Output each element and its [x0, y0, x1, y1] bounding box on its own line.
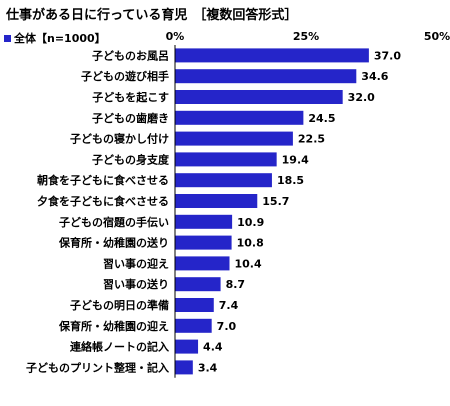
bar: [175, 277, 221, 292]
bar: [175, 235, 232, 250]
title-text: 仕事がある日に行っている育児: [6, 8, 188, 23]
legend-swatch: [4, 34, 11, 42]
category-label: 子どものプリント整理・記入: [26, 360, 169, 374]
bar: [175, 90, 343, 104]
category-label: 子どもの歯磨き: [92, 111, 169, 125]
bar: [175, 194, 258, 208]
bar: [175, 48, 369, 63]
value-label: 8.7: [226, 278, 246, 291]
value-label: 4.4: [203, 341, 223, 354]
bar: [175, 173, 272, 188]
value-label: 24.5: [308, 112, 335, 125]
value-label: 18.5: [277, 174, 304, 187]
chart-title: 仕事がある日に行っている育児 ［複数回答形式］: [6, 4, 297, 23]
legend-label: 全体【n=1000】: [14, 32, 106, 45]
category-label: 習い事の送り: [103, 277, 169, 291]
bar: [175, 256, 230, 271]
value-label: 32.0: [348, 91, 375, 104]
value-label: 7.4: [219, 299, 239, 312]
bar: [175, 69, 357, 84]
x-tick-label: 0%: [166, 30, 185, 43]
category-label: 子どもの遊び相手: [81, 69, 169, 83]
x-tick-label: 25%: [293, 30, 319, 43]
bar: [175, 318, 212, 333]
bar: [175, 214, 233, 229]
legend: 全体【n=1000】: [4, 30, 106, 46]
category-label: 保育所・幼稚園の送り: [58, 236, 169, 250]
bar: [175, 131, 293, 146]
value-label: 10.9: [237, 216, 264, 229]
category-label: 連絡帳ノートの記入: [70, 340, 169, 354]
category-label: 子どもの身支度: [92, 152, 170, 166]
value-label: 15.7: [262, 195, 289, 208]
bar: [175, 298, 214, 312]
category-label: 保育所・幼稚園の迎え: [58, 319, 169, 333]
category-label: 子どもの宿題の手伝い: [59, 215, 169, 229]
category-label: 子どものお風呂: [92, 49, 169, 62]
bar: [175, 339, 199, 354]
value-label: 19.4: [282, 153, 309, 166]
value-label: 22.5: [298, 133, 325, 146]
x-tick-label: 50%: [424, 30, 450, 43]
value-label: 10.4: [234, 257, 261, 270]
category-label: 子どもの明日の準備: [70, 298, 169, 312]
category-label: 習い事の迎え: [103, 256, 169, 270]
category-label: 子どもを起こす: [92, 90, 169, 104]
bar: [175, 360, 193, 375]
value-label: 34.6: [361, 70, 388, 83]
value-label: 10.8: [237, 237, 264, 250]
value-label: 3.4: [198, 361, 218, 374]
bar: [175, 110, 304, 125]
value-label: 37.0: [374, 49, 401, 62]
category-label: 朝食を子どもに食べさせる: [37, 173, 169, 187]
value-label: 7.0: [217, 320, 237, 333]
bar: [175, 152, 277, 167]
title-note: ［複数回答形式］: [193, 8, 298, 23]
category-label: 子どもの寝かし付け: [70, 132, 169, 146]
category-label: 夕食を子どもに食べさせる: [37, 194, 169, 208]
